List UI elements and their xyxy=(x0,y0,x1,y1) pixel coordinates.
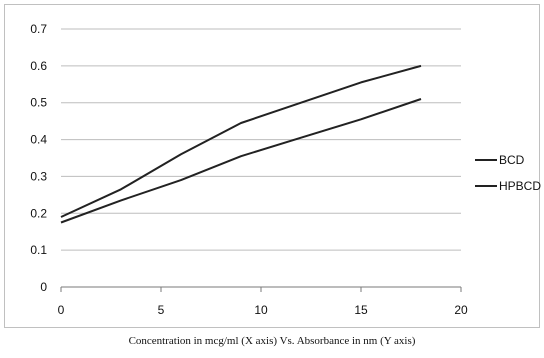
series-line-bcd xyxy=(60,98,422,224)
legend-label-hpbcd: HPBCD xyxy=(499,179,541,193)
x-tick-label: 20 xyxy=(454,303,468,317)
legend: BCD HPBCD xyxy=(475,153,541,193)
axes xyxy=(60,286,462,292)
chart-caption: Concentration in mcg/ml (X axis) Vs. Abs… xyxy=(128,335,416,347)
y-tick-label: 0.5 xyxy=(30,96,47,110)
chart-frame: 0 0.1 0.2 0.3 0.4 0.5 0.6 0.7 0 5 10 15 20 BCD HPBCD xyxy=(4,4,541,328)
gridlines xyxy=(61,28,461,251)
y-tick-label: 0.4 xyxy=(30,133,47,147)
y-tick-label: 0.2 xyxy=(30,206,47,220)
legend-label-bcd: BCD xyxy=(499,153,525,167)
x-tick-label: 0 xyxy=(58,303,65,317)
y-tick-label: 0 xyxy=(40,280,47,294)
x-tick-label: 15 xyxy=(354,303,368,317)
y-tick-label: 0.6 xyxy=(30,59,47,73)
tick-labels: 0 0.1 0.2 0.3 0.4 0.5 0.6 0.7 0 5 10 15 20 xyxy=(30,22,468,317)
y-tick-label: 0.1 xyxy=(30,243,47,257)
line-chart: 0 0.1 0.2 0.3 0.4 0.5 0.6 0.7 0 5 10 15 20 BCD HPBCD xyxy=(30,22,541,317)
y-tick-label: 0.3 xyxy=(30,169,47,183)
x-tick-label: 5 xyxy=(158,303,165,317)
series-line-hpbcd xyxy=(60,64,422,218)
y-tick-label: 0.7 xyxy=(30,22,47,36)
x-tick-label: 10 xyxy=(254,303,268,317)
series-lines xyxy=(60,64,422,224)
